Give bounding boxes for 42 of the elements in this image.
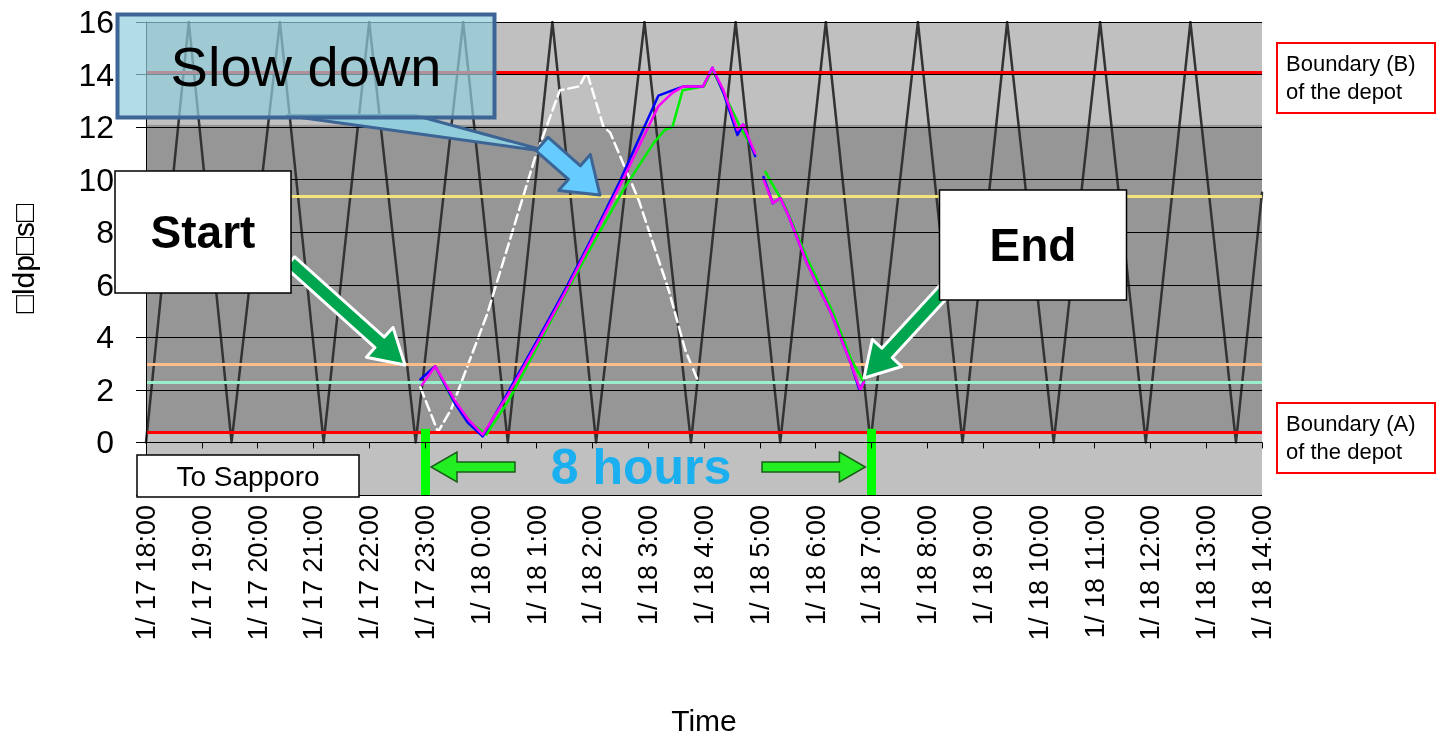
ref-line-label: Boundary (A) of the depot [1286,411,1422,465]
x-tick-label: 1/ 17 19:00 [186,505,217,641]
x-tick-label: 1/ 17 23:00 [410,505,440,641]
x-tick-label: 1/ 17 20:00 [242,505,273,641]
x-tick-label: 1/ 18 4:00 [689,505,719,626]
annotation: Start [150,206,256,258]
y-tick-label: 12 [78,109,114,146]
y-tick-label: 10 [78,161,114,198]
annotation: 8 hours [550,439,732,495]
x-tick-label: 1/ 17 22:00 [354,505,385,641]
note-box: Start [114,170,292,294]
x-axis-title: Time [671,703,737,737]
x-tick-label: 1/ 18 8:00 [912,505,943,626]
x-tick-label: 1/ 18 9:00 [968,505,998,626]
annotation: End [989,219,1077,271]
y-tick-label: 8 [96,214,114,251]
x-tick-label: 1/ 18 0:00 [465,505,496,626]
x-tick-label: 1/ 18 2:00 [577,505,608,626]
y-axis-title: □ldp□s□ [6,202,40,314]
x-tick-label: 1/ 18 3:00 [633,505,664,626]
x-tick-label: 1/ 18 5:00 [744,505,775,626]
x-tick-label: 1/ 18 12:00 [1135,505,1166,641]
x-tick-label: 1/ 18 14:00 [1247,505,1277,641]
annotation: Slow down [170,34,442,98]
x-tick-label: 1/ 18 10:00 [1023,505,1054,641]
x-tick-label: 1/ 18 7:00 [856,505,887,626]
x-tick-label: 1/ 17 18:00 [131,505,161,641]
x-tick-label: 1/ 18 11:00 [1079,505,1110,639]
annotation: To Sapporo [176,460,320,492]
x-tick-label: 1/ 18 13:00 [1191,505,1222,641]
x-tick-label: 1/ 18 6:00 [800,505,831,626]
y-tick-label: 16 [78,4,114,40]
note-box: End [938,189,1128,301]
y-tick-label: 14 [78,56,114,93]
note-box: To Sapporo [136,454,360,498]
ref-line-label: Boundary (B) of the depot [1286,51,1422,105]
y-tick-label: 0 [96,424,114,461]
x-tick-label: 1/ 18 1:00 [521,505,552,626]
y-tick-label: 6 [96,266,114,303]
y-tick-label: 2 [96,371,114,408]
x-tick-label: 1/ 17 21:00 [298,505,329,641]
y-tick-label: 4 [96,319,114,356]
